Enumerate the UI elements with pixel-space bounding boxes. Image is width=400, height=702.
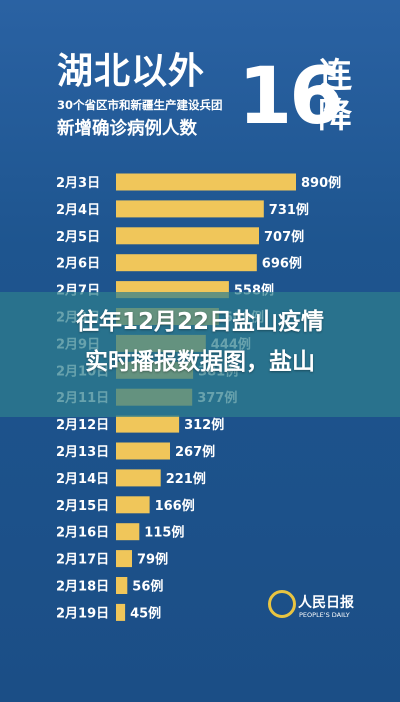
category-label: 2月17日 (56, 553, 109, 568)
bar (116, 469, 161, 487)
title-main: 湖北以外 (57, 51, 206, 92)
value-label: 267例 (175, 444, 215, 460)
category-label: 2月16日 (56, 526, 109, 541)
category-label: 2月6日 (56, 257, 100, 272)
category-label: 2月13日 (56, 445, 109, 460)
category-label: 2月5日 (56, 230, 100, 245)
bar (116, 442, 170, 460)
value-label: 312例 (184, 417, 224, 433)
caption-overlay (0, 292, 400, 417)
caption-line-1: 往年12月22日盐山疫情 (75, 309, 324, 335)
value-label: 115例 (144, 525, 184, 541)
category-label: 2月3日 (56, 176, 100, 191)
bar (116, 200, 264, 218)
category-label: 2月15日 (56, 499, 109, 514)
value-label: 45例 (130, 605, 161, 621)
category-label: 2月12日 (56, 418, 109, 433)
bar (116, 603, 126, 621)
logo-english: PEOPLE'S DAILY (299, 611, 350, 619)
subtitle-region: 30个省区市和新疆生产建设兵团 (57, 98, 223, 112)
subtitle-metric: 新增确诊病例人数 (57, 119, 197, 139)
category-label: 2月4日 (56, 203, 100, 218)
bar (116, 415, 180, 433)
value-label: 79例 (137, 552, 168, 568)
value-label: 731例 (269, 202, 309, 218)
logo-name: 人民日报 (298, 595, 354, 611)
bar (116, 227, 259, 245)
bar (116, 550, 132, 568)
bar (116, 254, 257, 272)
bar (116, 577, 128, 594)
bar (116, 496, 150, 514)
category-label: 2月19日 (56, 606, 109, 621)
value-label: 707例 (264, 229, 304, 245)
value-label: 166例 (155, 498, 195, 514)
header: 湖北以外 30个省区市和新疆生产建设兵团 新增确诊病例人数 16 连降 (0, 0, 400, 165)
value-label: 696例 (262, 256, 302, 272)
bar (116, 173, 296, 191)
value-label: 56例 (132, 579, 163, 595)
streak-word: 连降 (318, 56, 352, 136)
peoples-daily-logo: 人民日报 PEOPLE'S DAILY (268, 588, 378, 624)
logo-ring-icon (268, 590, 296, 618)
value-label: 890例 (301, 175, 341, 191)
category-label: 2月14日 (56, 472, 109, 487)
streak-number: 16 (238, 52, 344, 142)
caption-line-2: 实时播报数据图，盐山 (85, 349, 315, 375)
value-label: 221例 (166, 471, 206, 487)
category-label: 2月18日 (56, 580, 109, 595)
bar (116, 523, 140, 541)
